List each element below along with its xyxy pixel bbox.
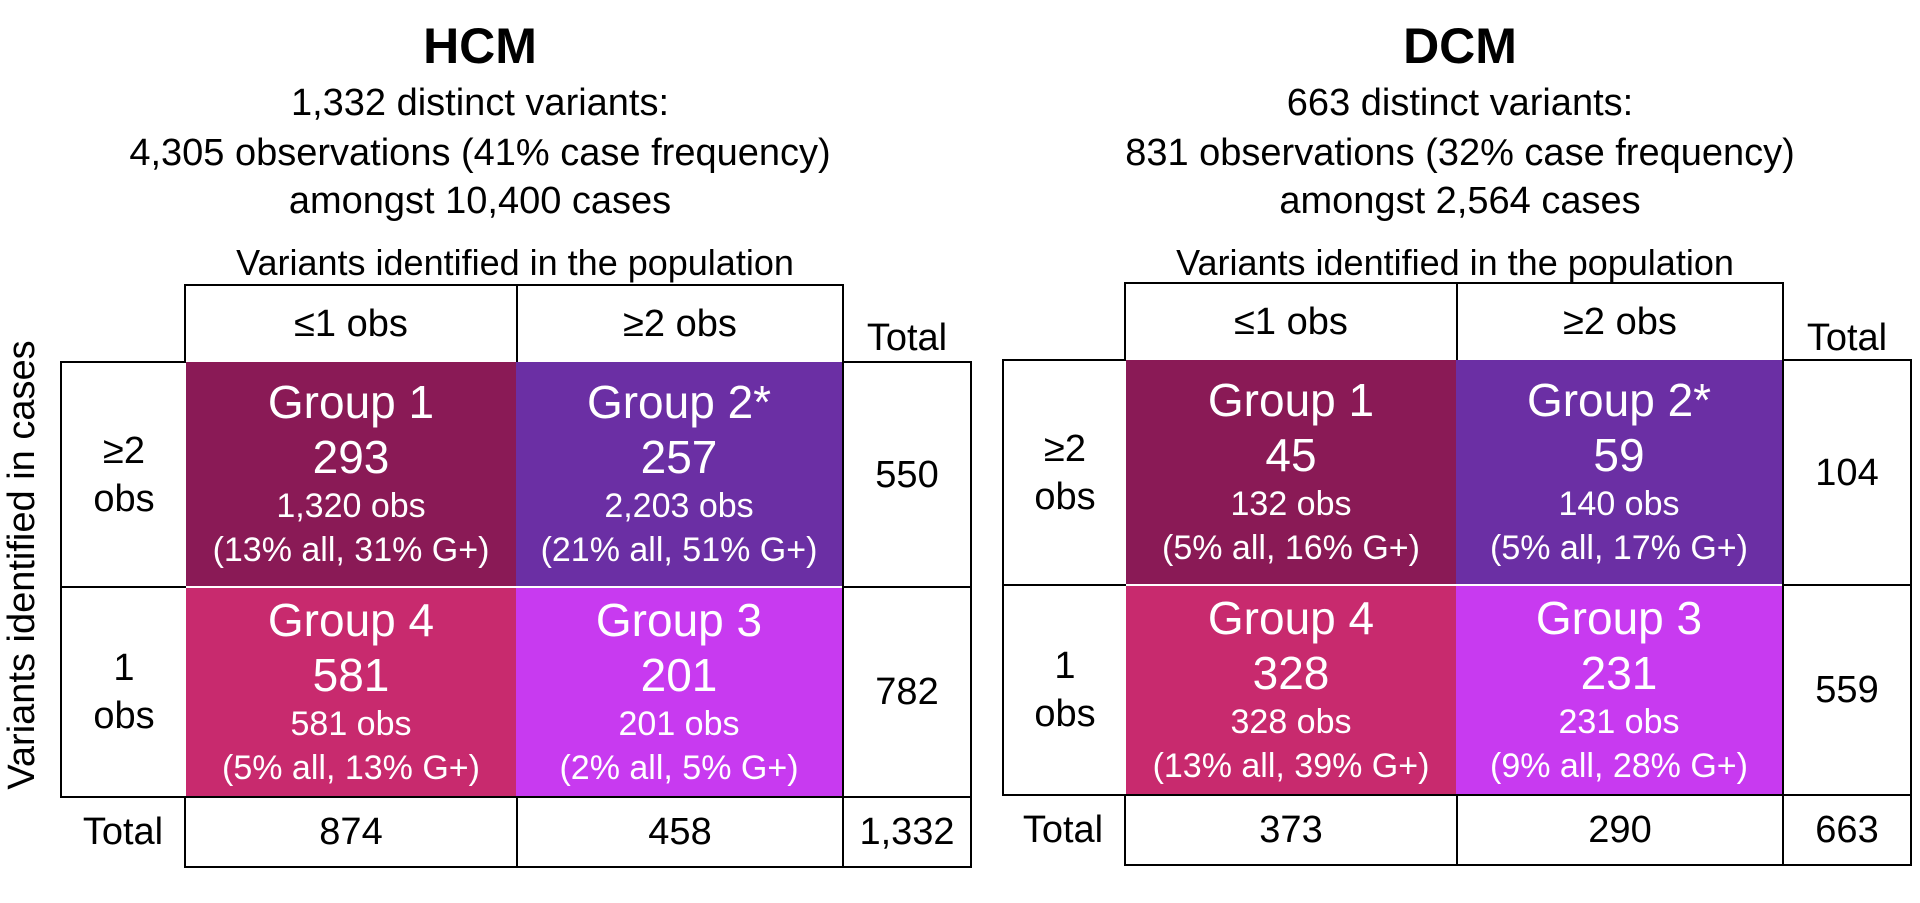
dcm-panel: DCM 663 distinct variants: 831 observati… xyxy=(960,0,1920,903)
row-total-ge2-obs: 550 xyxy=(842,361,972,588)
grand-total: 663 xyxy=(1782,794,1912,866)
total-row-label: Total xyxy=(1022,809,1104,851)
group-percentages: (2% all, 5% G+) xyxy=(559,749,799,787)
group-observations: 581 obs xyxy=(290,705,412,743)
group-3-cell: Group 3 201 201 obs (2% all, 5% G+) xyxy=(516,588,842,796)
total-col-header: Total xyxy=(1806,316,1888,359)
group-variant-count: 45 xyxy=(1265,429,1317,481)
group-percentages: (13% all, 31% G+) xyxy=(212,531,490,569)
row-total-ge2-obs: 104 xyxy=(1782,359,1912,586)
group-1-cell: Group 1 45 132 obs (5% all, 16% G+) xyxy=(1126,360,1456,584)
grand-total: 1,332 xyxy=(842,796,972,868)
row-label-line: ≥2 xyxy=(103,429,145,472)
group-variant-count: 59 xyxy=(1593,429,1645,481)
summary-cases: amongst 2,564 cases xyxy=(1279,180,1641,222)
summary-observations: 4,305 observations (41% case frequency) xyxy=(129,132,831,174)
row-total-1-obs: 559 xyxy=(1782,584,1912,796)
row-label-line: obs xyxy=(1034,475,1096,518)
group-4-cell: Group 4 581 581 obs (5% all, 13% G+) xyxy=(186,588,516,796)
group-variant-count: 328 xyxy=(1252,647,1330,699)
total-row-label: Total xyxy=(82,811,164,853)
row-label-ge2-obs: ≥2 obs xyxy=(60,361,186,588)
col-header-le1-obs: ≤1 obs xyxy=(184,284,518,364)
group-percentages: (5% all, 16% G+) xyxy=(1162,529,1420,567)
col-total-le1-obs: 373 xyxy=(1124,794,1458,866)
row-label-line: obs xyxy=(93,695,155,737)
col-total-le1-obs: 874 xyxy=(184,796,518,868)
group-percentages: (13% all, 39% G+) xyxy=(1152,747,1430,785)
panel-title: HCM xyxy=(423,18,537,74)
group-2-cell: Group 2* 59 140 obs (5% all, 17% G+) xyxy=(1456,360,1782,584)
group-name: Group 4 xyxy=(1207,592,1375,644)
group-name: Group 2* xyxy=(1526,374,1712,426)
row-label-line: 1 xyxy=(113,647,135,689)
row-total-1-obs: 782 xyxy=(842,586,972,798)
col-total-ge2-obs: 290 xyxy=(1456,794,1784,866)
row-label-1-obs: 1 obs xyxy=(1002,584,1126,796)
group-name: Group 3 xyxy=(1535,592,1703,644)
group-2-cell: Group 2* 257 2,203 obs (21% all, 51% G+) xyxy=(516,362,842,586)
group-observations: 201 obs xyxy=(618,705,740,743)
row-label-line: obs xyxy=(1034,693,1096,735)
col-header-ge2-obs: ≥2 obs xyxy=(516,284,844,364)
group-name: Group 3 xyxy=(595,594,763,646)
row-label-ge2-obs: ≥2 obs xyxy=(1002,359,1126,586)
group-variant-count: 257 xyxy=(640,431,718,483)
group-percentages: (9% all, 28% G+) xyxy=(1490,747,1748,785)
panel-title: DCM xyxy=(1403,18,1517,74)
col-total-ge2-obs: 458 xyxy=(516,796,844,868)
group-observations: 140 obs xyxy=(1558,485,1680,523)
group-variant-count: 581 xyxy=(312,649,390,701)
group-observations: 132 obs xyxy=(1230,485,1352,523)
row-label-line: 1 xyxy=(1054,645,1076,687)
population-axis-label: Variants identified in the population xyxy=(236,242,794,283)
group-name: Group 2* xyxy=(586,376,772,428)
group-observations: 328 obs xyxy=(1230,703,1352,741)
group-4-cell: Group 4 328 328 obs (13% all, 39% G+) xyxy=(1126,586,1456,794)
group-name: Group 1 xyxy=(267,376,435,428)
group-percentages: (21% all, 51% G+) xyxy=(540,531,818,569)
group-percentages: (5% all, 13% G+) xyxy=(222,749,480,787)
group-observations: 1,320 obs xyxy=(276,487,426,525)
group-3-cell: Group 3 231 231 obs (9% all, 28% G+) xyxy=(1456,586,1782,794)
row-label-line: ≥2 xyxy=(1044,427,1086,470)
group-name: Group 4 xyxy=(267,594,435,646)
group-variant-count: 231 xyxy=(1580,647,1658,699)
hcm-panel: HCM 1,332 distinct variants: 4,305 obser… xyxy=(60,18,972,868)
col-header-le1-obs: ≤1 obs xyxy=(1124,282,1458,362)
summary-observations: 831 observations (32% case frequency) xyxy=(1125,132,1795,174)
col-header-ge2-obs: ≥2 obs xyxy=(1456,282,1784,362)
group-name: Group 1 xyxy=(1207,374,1375,426)
summary-cases: amongst 10,400 cases xyxy=(288,180,672,222)
group-percentages: (5% all, 17% G+) xyxy=(1490,529,1748,567)
row-label-line: obs xyxy=(93,477,155,520)
group-observations: 2,203 obs xyxy=(604,487,754,525)
group-variant-count: 201 xyxy=(640,649,718,701)
total-col-header: Total xyxy=(866,316,948,359)
row-label-1-obs: 1 obs xyxy=(60,586,186,798)
summary-distinct-variants: 663 distinct variants: xyxy=(1286,82,1634,124)
group-1-cell: Group 1 293 1,320 obs (13% all, 31% G+) xyxy=(186,362,516,586)
population-axis-label: Variants identified in the population xyxy=(1176,242,1734,283)
group-variant-count: 293 xyxy=(312,431,390,483)
group-observations: 231 obs xyxy=(1558,703,1680,741)
summary-distinct-variants: 1,332 distinct variants: xyxy=(290,82,670,124)
